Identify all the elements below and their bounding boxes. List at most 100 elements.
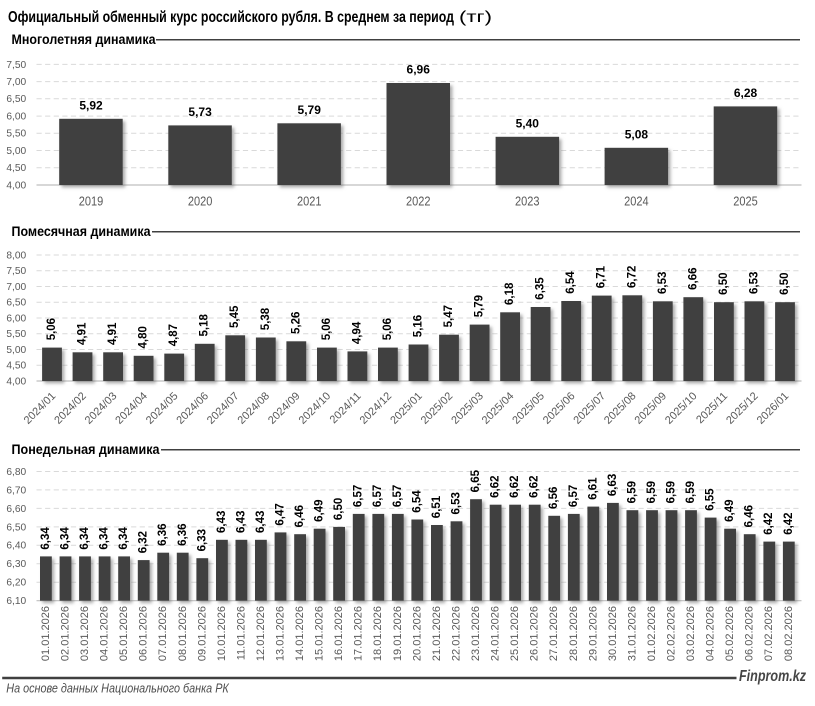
svg-text:6,28: 6,28 — [734, 86, 758, 100]
svg-text:21.01.2026: 21.01.2026 — [431, 606, 443, 661]
svg-text:6,50: 6,50 — [779, 273, 791, 295]
svg-text:6,53: 6,53 — [450, 492, 462, 514]
svg-text:6,80: 6,80 — [6, 467, 26, 478]
svg-text:6,00: 6,00 — [6, 313, 26, 324]
svg-text:2023: 2023 — [515, 193, 540, 208]
svg-text:5,06: 5,06 — [382, 318, 394, 340]
svg-text:2024: 2024 — [624, 193, 649, 208]
svg-text:01.02.2026: 01.02.2026 — [646, 606, 658, 661]
svg-text:6,59: 6,59 — [646, 481, 658, 503]
svg-text:18.01.2026: 18.01.2026 — [372, 606, 384, 661]
svg-text:6,40: 6,40 — [6, 541, 26, 552]
svg-text:30.01.2026: 30.01.2026 — [607, 606, 619, 661]
svg-text:4,91: 4,91 — [77, 322, 89, 345]
svg-text:6,18: 6,18 — [504, 282, 516, 305]
svg-text:08.01.2026: 08.01.2026 — [177, 606, 189, 661]
svg-text:2019: 2019 — [79, 193, 104, 208]
svg-text:6,57: 6,57 — [568, 485, 580, 507]
svg-text:На основе данных Национального: На основе данных Национального банка РК — [6, 680, 230, 695]
svg-text:10.01.2026: 10.01.2026 — [216, 606, 228, 661]
svg-text:6,20: 6,20 — [6, 578, 26, 589]
svg-text:4,00: 4,00 — [6, 180, 26, 191]
svg-text:5,79: 5,79 — [474, 295, 486, 317]
svg-text:6,46: 6,46 — [294, 505, 306, 527]
svg-text:6,53: 6,53 — [657, 272, 669, 294]
svg-text:6,96: 6,96 — [407, 63, 431, 77]
svg-text:05.01.2026: 05.01.2026 — [118, 606, 130, 661]
svg-text:14.01.2026: 14.01.2026 — [294, 606, 306, 661]
svg-text:22.01.2026: 22.01.2026 — [450, 606, 462, 661]
svg-text:11.01.2026: 11.01.2026 — [235, 606, 247, 660]
svg-text:02.02.2026: 02.02.2026 — [666, 606, 678, 661]
svg-text:27.01.2026: 27.01.2026 — [548, 606, 560, 661]
svg-text:6,43: 6,43 — [255, 511, 267, 533]
svg-text:04.02.2026: 04.02.2026 — [705, 606, 717, 661]
svg-text:6,70: 6,70 — [6, 485, 26, 496]
svg-text:6,62: 6,62 — [490, 476, 502, 498]
svg-text:6,49: 6,49 — [314, 500, 326, 522]
svg-text:04.01.2026: 04.01.2026 — [99, 606, 111, 661]
svg-text:5,18: 5,18 — [199, 314, 211, 337]
svg-text:6,50: 6,50 — [6, 522, 26, 533]
svg-text:6,46: 6,46 — [744, 505, 756, 527]
svg-text:6,49: 6,49 — [724, 500, 736, 522]
svg-text:6,53: 6,53 — [748, 272, 760, 294]
svg-text:4,91: 4,91 — [107, 322, 119, 345]
svg-text:5,00: 5,00 — [6, 146, 26, 157]
svg-text:5,06: 5,06 — [321, 318, 333, 340]
svg-text:02.01.2026: 02.01.2026 — [60, 606, 72, 661]
svg-text:29.01.2026: 29.01.2026 — [587, 606, 599, 661]
svg-text:07.02.2026: 07.02.2026 — [763, 606, 775, 661]
svg-text:6,62: 6,62 — [529, 476, 541, 498]
svg-text:7,00: 7,00 — [6, 282, 26, 293]
svg-text:5,06: 5,06 — [46, 318, 58, 340]
svg-text:6,65: 6,65 — [470, 469, 482, 492]
svg-text:4,80: 4,80 — [138, 326, 150, 348]
svg-text:6,60: 6,60 — [6, 504, 26, 515]
svg-text:6,34: 6,34 — [79, 527, 91, 550]
svg-text:6,32: 6,32 — [138, 531, 150, 553]
svg-text:Помесячная динамика: Помесячная динамика — [12, 224, 151, 239]
svg-text:6,57: 6,57 — [353, 485, 365, 507]
svg-text:6,36: 6,36 — [177, 524, 189, 546]
svg-text:5,00: 5,00 — [6, 345, 26, 356]
svg-text:03.01.2026: 03.01.2026 — [79, 606, 91, 661]
svg-text:Finprom.kz: Finprom.kz — [739, 668, 806, 685]
svg-text:20.01.2026: 20.01.2026 — [411, 606, 423, 661]
svg-text:6,59: 6,59 — [666, 481, 678, 503]
svg-text:4,87: 4,87 — [168, 324, 180, 346]
svg-text:4,50: 4,50 — [6, 361, 26, 372]
svg-text:8,00: 8,00 — [6, 250, 26, 261]
svg-text:2021: 2021 — [297, 193, 322, 208]
svg-text:6,36: 6,36 — [157, 524, 169, 546]
svg-text:6,43: 6,43 — [216, 511, 228, 533]
svg-text:6,50: 6,50 — [6, 298, 26, 309]
svg-text:5,50: 5,50 — [6, 329, 26, 340]
svg-text:15.01.2026: 15.01.2026 — [314, 606, 326, 661]
svg-text:08.02.2026: 08.02.2026 — [783, 606, 795, 661]
svg-text:01.01.2026: 01.01.2026 — [40, 606, 52, 661]
svg-text:6,72: 6,72 — [626, 266, 638, 288]
svg-text:6,62: 6,62 — [509, 476, 521, 498]
svg-text:12.01.2026: 12.01.2026 — [255, 606, 267, 661]
svg-text:5,38: 5,38 — [260, 307, 272, 330]
svg-text:6,57: 6,57 — [392, 485, 404, 507]
svg-text:6,63: 6,63 — [607, 474, 619, 496]
svg-text:6,00: 6,00 — [6, 112, 26, 123]
svg-text:25.01.2026: 25.01.2026 — [509, 606, 521, 661]
svg-text:6,34: 6,34 — [40, 527, 52, 550]
svg-text:24.01.2026: 24.01.2026 — [490, 606, 502, 661]
svg-text:6,61: 6,61 — [587, 477, 599, 500]
svg-text:4,00: 4,00 — [6, 376, 26, 387]
svg-text:6,50: 6,50 — [718, 273, 730, 295]
svg-text:Понедельная динамика: Понедельная динамика — [12, 442, 160, 457]
svg-text:5,47: 5,47 — [443, 305, 455, 327]
svg-text:6,57: 6,57 — [372, 485, 384, 507]
svg-text:6,34: 6,34 — [60, 527, 72, 550]
svg-text:6,56: 6,56 — [548, 487, 560, 509]
svg-text:03.02.2026: 03.02.2026 — [685, 606, 697, 661]
svg-text:6,34: 6,34 — [99, 527, 111, 550]
svg-text:7,00: 7,00 — [6, 77, 26, 88]
svg-text:5,73: 5,73 — [188, 105, 212, 119]
svg-text:5,26: 5,26 — [290, 312, 302, 334]
